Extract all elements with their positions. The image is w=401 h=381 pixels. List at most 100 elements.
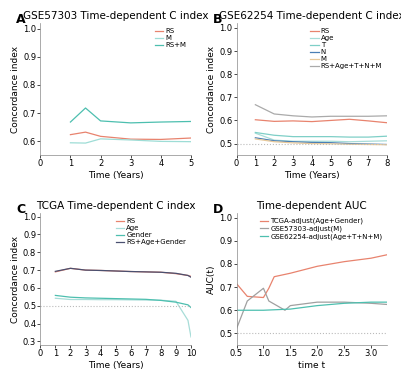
RS+M (188, 119, 193, 124)
RS (188, 274, 193, 279)
RS (53, 270, 58, 274)
Text: D: D (213, 203, 223, 216)
Line: M: M (71, 139, 191, 143)
RS (366, 118, 371, 123)
N (291, 139, 296, 144)
RS+Age+Gender (68, 266, 73, 271)
RS (328, 118, 333, 123)
RS+Age+Gender (158, 270, 163, 275)
TCGA-adjust(Age+Gender) (234, 281, 239, 286)
Gender (128, 297, 133, 301)
RS (385, 120, 390, 125)
RS+M (98, 118, 103, 123)
Age (385, 139, 390, 143)
X-axis label: Time (Years): Time (Years) (88, 171, 144, 180)
Y-axis label: Concordance index: Concordance index (207, 46, 216, 133)
RS+Age+T+N+M (385, 114, 390, 118)
Title: TCGA Time-dependent C index: TCGA Time-dependent C index (36, 201, 195, 211)
RS (253, 117, 258, 122)
Line: GSE62254-adjust(Age+T+N+M): GSE62254-adjust(Age+T+N+M) (237, 302, 387, 310)
RS (113, 269, 118, 273)
Age (174, 299, 178, 304)
Gender (98, 296, 103, 301)
M (385, 142, 390, 147)
Age (366, 139, 371, 144)
T (253, 130, 258, 135)
Title: GSE62254 Time-dependent C index: GSE62254 Time-dependent C index (219, 11, 401, 21)
T (291, 134, 296, 139)
M (291, 141, 296, 145)
Age (291, 139, 296, 144)
N (310, 140, 314, 145)
M (347, 142, 352, 147)
TCGA-adjust(Age+Gender) (272, 274, 277, 279)
Age (113, 298, 118, 302)
M (328, 141, 333, 146)
Line: RS+Age+T+N+M: RS+Age+T+N+M (255, 105, 387, 117)
M (83, 141, 88, 146)
TCGA-adjust(Age+Gender) (342, 259, 346, 264)
M (366, 142, 371, 147)
RS+M (83, 106, 88, 110)
GSE57303-adjust(M) (288, 303, 293, 308)
M (272, 139, 277, 144)
Age (53, 296, 58, 301)
GSE62254-adjust(Age+T+N+M) (315, 303, 320, 308)
Line: TCGA-adjust(Age+Gender): TCGA-adjust(Age+Gender) (237, 255, 387, 298)
RS+Age+Gender (186, 273, 190, 278)
Age (328, 139, 333, 144)
RS+M (158, 120, 163, 124)
GSE62254-adjust(Age+T+N+M) (369, 300, 373, 304)
Title: Time-dependent AUC: Time-dependent AUC (257, 201, 367, 211)
RS+Age+Gender (144, 270, 148, 274)
M (68, 141, 73, 145)
Gender (144, 297, 148, 302)
RS+Age+T+N+M (291, 114, 296, 118)
RS+M (68, 120, 73, 124)
N (272, 139, 277, 143)
RS+Age+Gender (188, 275, 193, 280)
T (366, 135, 371, 139)
Gender (158, 298, 163, 303)
TCGA-adjust(Age+Gender) (245, 294, 250, 299)
Title: GSE57303 Time-dependent C index: GSE57303 Time-dependent C index (23, 11, 209, 21)
Age (310, 139, 314, 144)
Legend: RS, Age, Gender, RS+Age+Gender: RS, Age, Gender, RS+Age+Gender (114, 216, 188, 247)
GSE57303-adjust(M) (245, 299, 250, 303)
T (347, 135, 352, 139)
Gender (174, 300, 178, 304)
Text: B: B (213, 13, 222, 26)
RS+Age+Gender (174, 271, 178, 275)
Line: GSE57303-adjust(M): GSE57303-adjust(M) (237, 288, 387, 329)
TCGA-adjust(Age+Gender) (288, 271, 293, 275)
Text: A: A (16, 13, 26, 26)
Line: T: T (255, 133, 387, 137)
RS (188, 136, 193, 140)
RS (272, 119, 277, 124)
RS (144, 270, 148, 274)
RS+Age+T+N+M (310, 115, 314, 119)
GSE57303-adjust(M) (342, 300, 346, 304)
RS (291, 118, 296, 123)
Age (272, 138, 277, 142)
Line: RS+Age+Gender: RS+Age+Gender (55, 268, 191, 277)
RS+Age+T+N+M (347, 114, 352, 118)
RS (128, 137, 133, 141)
X-axis label: Time (Years): Time (Years) (284, 171, 340, 180)
RS+Age+T+N+M (272, 112, 277, 116)
Gender (68, 295, 73, 299)
T (328, 134, 333, 139)
Line: RS: RS (255, 119, 387, 123)
GSE57303-adjust(M) (315, 300, 320, 304)
RS+Age+T+N+M (328, 114, 333, 118)
M (158, 139, 163, 144)
GSE62254-adjust(Age+T+N+M) (234, 308, 239, 312)
RS+Age+Gender (83, 268, 88, 272)
M (253, 137, 258, 141)
Line: Gender: Gender (55, 295, 191, 307)
Line: RS: RS (71, 132, 191, 139)
GSE57303-adjust(M) (369, 301, 373, 306)
TCGA-adjust(Age+Gender) (315, 264, 320, 269)
Age (144, 298, 148, 303)
M (310, 141, 314, 146)
